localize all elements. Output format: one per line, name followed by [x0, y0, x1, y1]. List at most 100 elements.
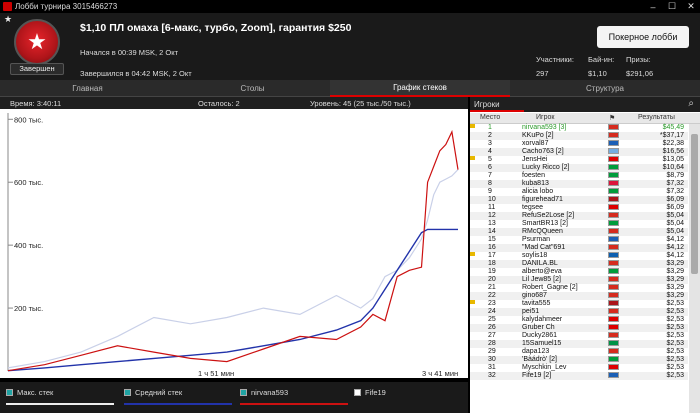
player-place: 30: [488, 356, 496, 363]
player-name: RefuSe2Lose [2]: [522, 212, 575, 219]
player-result: $2,53: [666, 348, 684, 355]
player-row[interactable]: 5 JensHei $13,05: [470, 156, 688, 164]
player-row[interactable]: 10 figurehead71 $6,09: [470, 196, 688, 204]
player-result: $45,49: [662, 124, 684, 131]
minimize-icon[interactable]: –: [650, 1, 656, 12]
player-row[interactable]: 26 Gruber Ch $2,53: [470, 324, 688, 332]
player-place: 2: [488, 132, 492, 139]
checkbox-icon[interactable]: [124, 389, 131, 396]
tab-tables[interactable]: Столы: [240, 84, 265, 93]
tab-main[interactable]: Главная: [72, 84, 103, 93]
checkbox-icon[interactable]: [354, 389, 361, 396]
player-place: 6: [488, 164, 492, 171]
player-row[interactable]: 24 pei51 $2,53: [470, 308, 688, 316]
player-place: 26: [488, 324, 496, 331]
player-row[interactable]: 9 alicia lobo $7,32: [470, 188, 688, 196]
player-row[interactable]: 14 RMcQQueen $5,04: [470, 228, 688, 236]
player-row[interactable]: 12 RefuSe2Lose [2] $5,04: [470, 212, 688, 220]
player-row[interactable]: 27 Ducky2861 $2,53: [470, 332, 688, 340]
player-result: $2,53: [666, 324, 684, 331]
player-name: dapa123: [522, 348, 550, 355]
col-player[interactable]: Игрок: [536, 114, 555, 121]
chart-info-bar: Время: 3:40:11 Осталось: 2 Уровень: 45 (…: [0, 97, 468, 109]
player-row[interactable]: 17 soylis18 $4,12: [470, 252, 688, 260]
prize-label: Призы:: [626, 55, 651, 64]
player-row[interactable]: 28 15Samuel15 $2,53: [470, 340, 688, 348]
player-row[interactable]: 2 KKuPo [2] *$37,17: [470, 132, 688, 140]
country-flag-icon: [608, 364, 619, 370]
player-name: nirvana593 [3]: [522, 124, 567, 131]
player-row[interactable]: 3 xorval87 $22,38: [470, 140, 688, 148]
player-row[interactable]: 19 alberto@eva $3,29: [470, 268, 688, 276]
close-icon[interactable]: ✕: [687, 1, 695, 11]
player-place: 28: [488, 340, 496, 347]
player-row[interactable]: 18 DANILA.BL $3,29: [470, 260, 688, 268]
player-row[interactable]: 8 kuba813 $7,32: [470, 180, 688, 188]
country-flag-icon: [608, 180, 619, 186]
player-place: 19: [488, 268, 496, 275]
player-row[interactable]: 29 dapa123 $2,53: [470, 348, 688, 356]
player-row[interactable]: 22 gino687 $3,29: [470, 292, 688, 300]
legend-fife[interactable]: Fife19: [354, 388, 386, 397]
player-row[interactable]: 7 foesten $8,79: [470, 172, 688, 180]
player-result: $4,12: [666, 244, 684, 251]
poker-lobby-button[interactable]: Покерное лобби: [597, 26, 689, 48]
country-flag-icon: [608, 148, 619, 154]
players-scrollbar[interactable]: [689, 124, 700, 413]
player-row[interactable]: 4 Cacho763 [2] $16,56: [470, 148, 688, 156]
col-place[interactable]: Место: [480, 114, 501, 121]
player-place: 7: [488, 172, 492, 179]
player-row[interactable]: 25 kalydahmeer $2,53: [470, 316, 688, 324]
player-result: $2,53: [666, 316, 684, 323]
player-name: Myschkin_Lev: [522, 364, 567, 371]
legend-nirvana[interactable]: nirvana593: [240, 388, 288, 397]
player-row[interactable]: 30 'Bàádrò' [2] $2,53: [470, 356, 688, 364]
player-row[interactable]: 21 Robert_Gagne [2] $3,29: [470, 284, 688, 292]
player-result: $13,05: [662, 156, 684, 163]
stack-chart: 800 тыс. 600 тыс. 400 тыс. 200 тыс.: [0, 109, 468, 378]
scrollbar-thumb[interactable]: [691, 134, 698, 274]
player-result: $7,32: [666, 188, 684, 195]
player-name: Psurman: [522, 236, 551, 243]
player-name: kalydahmeer: [522, 316, 563, 323]
maximize-icon[interactable]: ☐: [667, 1, 677, 11]
legend-line-nirvana: [240, 403, 348, 405]
player-row[interactable]: 15 Psurman $4,12: [470, 236, 688, 244]
player-row[interactable]: 32 Fife19 [2] $2,53: [470, 372, 688, 380]
player-row[interactable]: 11 tegsee $6,09: [470, 204, 688, 212]
stack-chart-svg: 800 тыс. 600 тыс. 400 тыс. 200 тыс.: [7, 113, 459, 372]
player-name: Cacho763 [2]: [522, 148, 564, 155]
legend-max-stack[interactable]: Макс. стек: [6, 388, 53, 397]
legend-avg-stack[interactable]: Средний стек: [124, 388, 182, 397]
player-name: Fife19 [2]: [522, 372, 552, 379]
status-badge: Завершен: [10, 63, 64, 75]
player-name: KKuPo [2]: [522, 132, 554, 139]
tab-structure[interactable]: Структура: [586, 84, 624, 93]
players-label: Игроки: [474, 100, 500, 109]
player-name: gino687: [522, 292, 547, 299]
y-tick-label: 600 тыс.: [14, 178, 43, 187]
player-row[interactable]: 13 SmartBR13 [2] $5,04: [470, 220, 688, 228]
player-name: Lucky Ricco [2]: [522, 164, 570, 171]
player-row[interactable]: 23 tavita555 $2,53: [470, 300, 688, 308]
player-row[interactable]: 1 nirvana593 [3] $45,49: [470, 124, 688, 132]
legend-label: Макс. стек: [17, 388, 54, 397]
col-results[interactable]: Результаты: [638, 114, 675, 121]
checkbox-icon[interactable]: [6, 389, 13, 396]
tab-stack-chart[interactable]: График стеков: [330, 80, 510, 97]
player-row[interactable]: 31 Myschkin_Lev $2,53: [470, 364, 688, 372]
player-row[interactable]: 16 "Mad Cat"691 $4,12: [470, 244, 688, 252]
player-result: $2,53: [666, 332, 684, 339]
player-name: Lil Jew85 [2]: [522, 276, 561, 283]
checkbox-icon[interactable]: [240, 389, 247, 396]
player-name: pei51: [522, 308, 540, 315]
legend-line-max: [6, 403, 114, 405]
player-result: $10,64: [662, 164, 684, 171]
player-row[interactable]: 20 Lil Jew85 [2] $3,29: [470, 276, 688, 284]
elapsed-time: Время: 3:40:11: [10, 99, 62, 108]
search-icon[interactable]: ⌕: [688, 98, 694, 109]
flag-column-icon[interactable]: ⚑: [609, 115, 616, 122]
favorite-star-icon[interactable]: ★: [4, 14, 13, 24]
player-row[interactable]: 6 Lucky Ricco [2] $10,64: [470, 164, 688, 172]
player-name: 'Bàádrò' [2]: [522, 356, 557, 363]
